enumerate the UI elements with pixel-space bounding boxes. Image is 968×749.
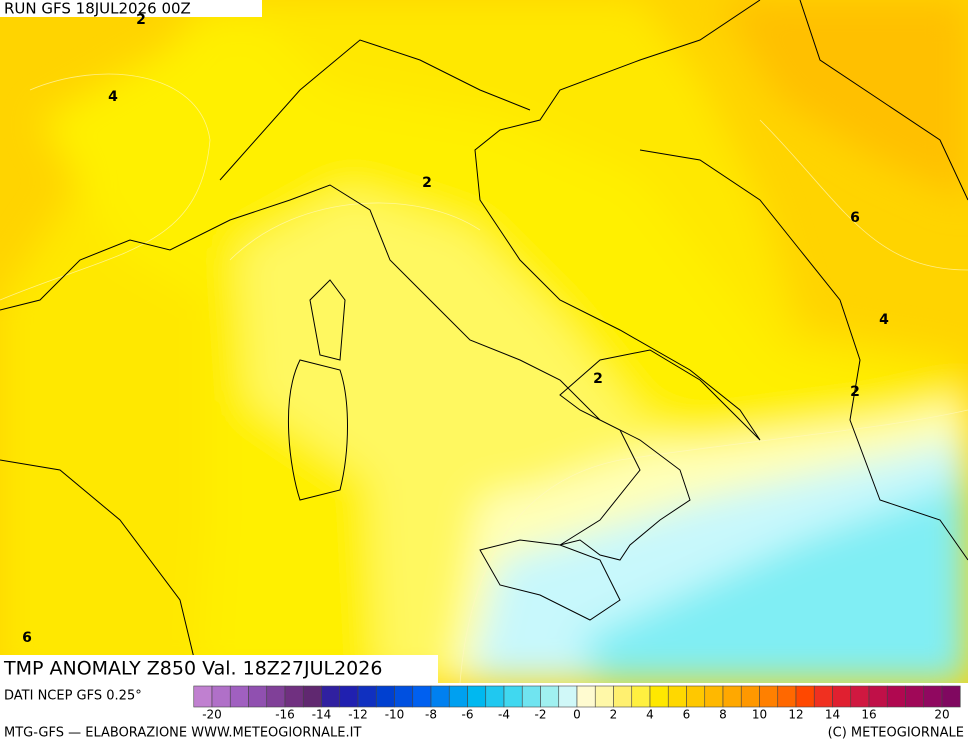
colorbar-swatch [503,685,523,708]
colorbar-swatch [284,685,304,708]
colorbar-label: 20 [934,708,949,722]
run-label: RUN GFS 18JUL2026 00Z [4,0,191,18]
source-label: DATI NCEP GFS 0.25° [4,689,142,704]
anomaly-field [0,0,968,683]
colorbar-swatch [813,685,833,708]
contour-label: 2 [422,175,432,191]
contour-label: 6 [850,210,860,226]
colorbar-label: -2 [535,708,547,722]
colorbar-label: -4 [498,708,510,722]
colorbar-label: 10 [752,708,767,722]
colorbar-swatch [576,685,596,708]
colorbar-label: 12 [788,708,803,722]
colorbar-swatch [302,685,322,708]
colorbar-swatch [649,685,669,708]
colorbar-swatch [248,685,268,708]
colorbar-swatch [686,685,706,708]
map-title: TMP ANOMALY Z850 Val. 18Z27JUL2026 [3,658,382,680]
colorbar-swatch [193,685,213,708]
colorbar-swatch [795,685,815,708]
colorbar-label: 16 [861,708,876,722]
colorbar-swatch [886,685,906,708]
colorbar-label: -10 [385,708,405,722]
contour-label: 2 [136,12,146,28]
title-box [0,655,438,683]
colorbar-swatch [777,685,797,708]
colorbar-swatch [211,685,231,708]
colorbar-swatch [613,685,633,708]
colorbar-label: -16 [275,708,295,722]
colorbar-label: 0 [573,708,581,722]
contours [0,73,968,683]
colorbar-swatch [667,685,687,708]
colorbar-label: -12 [348,708,368,722]
colorbar-swatch [339,685,359,708]
colorbar-swatch [448,685,468,708]
colorbar-swatch [394,685,414,708]
colorbar-label: -14 [312,708,332,722]
colorbar-swatch [467,685,487,708]
colorbar-label: -6 [462,708,474,722]
contour-label: 2 [850,384,860,400]
colorbar-swatch [485,685,505,708]
contour-label: 6 [22,630,32,646]
colorbar-swatch [923,685,943,708]
contour-label: 4 [879,312,889,328]
colorbar-swatch [521,685,541,708]
colorbar-swatch [412,685,432,708]
colorbar-swatch [905,685,925,708]
colorbar-label: 14 [825,708,840,722]
colorbar-swatch [722,685,742,708]
contour-label: 4 [108,89,118,105]
colorbar-swatch [868,685,888,708]
colorbar-swatch [321,685,341,708]
colorbar-swatch [631,685,651,708]
colorbar-swatch [558,685,578,708]
colorbar-label: 2 [610,708,618,722]
colorbar-swatch [941,685,961,708]
contour-label: 2 [593,371,603,387]
colorbar-swatch [266,685,286,708]
colorbar-swatch [375,685,395,708]
colorbar-swatch [430,685,450,708]
colorbar-swatch [740,685,760,708]
colorbar-label: 6 [683,708,691,722]
colorbar-swatch [850,685,870,708]
coastlines [0,0,968,683]
run-box [0,0,262,17]
colorbar-swatch [704,685,724,708]
colorbar-label: 4 [646,708,654,722]
colorbar-swatch [540,685,560,708]
colorbar-swatch [229,685,249,708]
colorbar-swatch [594,685,614,708]
colorbar-swatch [759,685,779,708]
colorbar-swatch [357,685,377,708]
colorbar-label: 8 [719,708,727,722]
colorbar-label: -20 [202,708,222,722]
colorbar-swatch [832,685,852,708]
colorbar-label: -8 [425,708,437,722]
footer-right: (C) METEOGIORNALE [828,726,964,741]
footer-left: MTG-GFS — ELABORAZIONE WWW.METEOGIORNALE… [4,726,361,741]
